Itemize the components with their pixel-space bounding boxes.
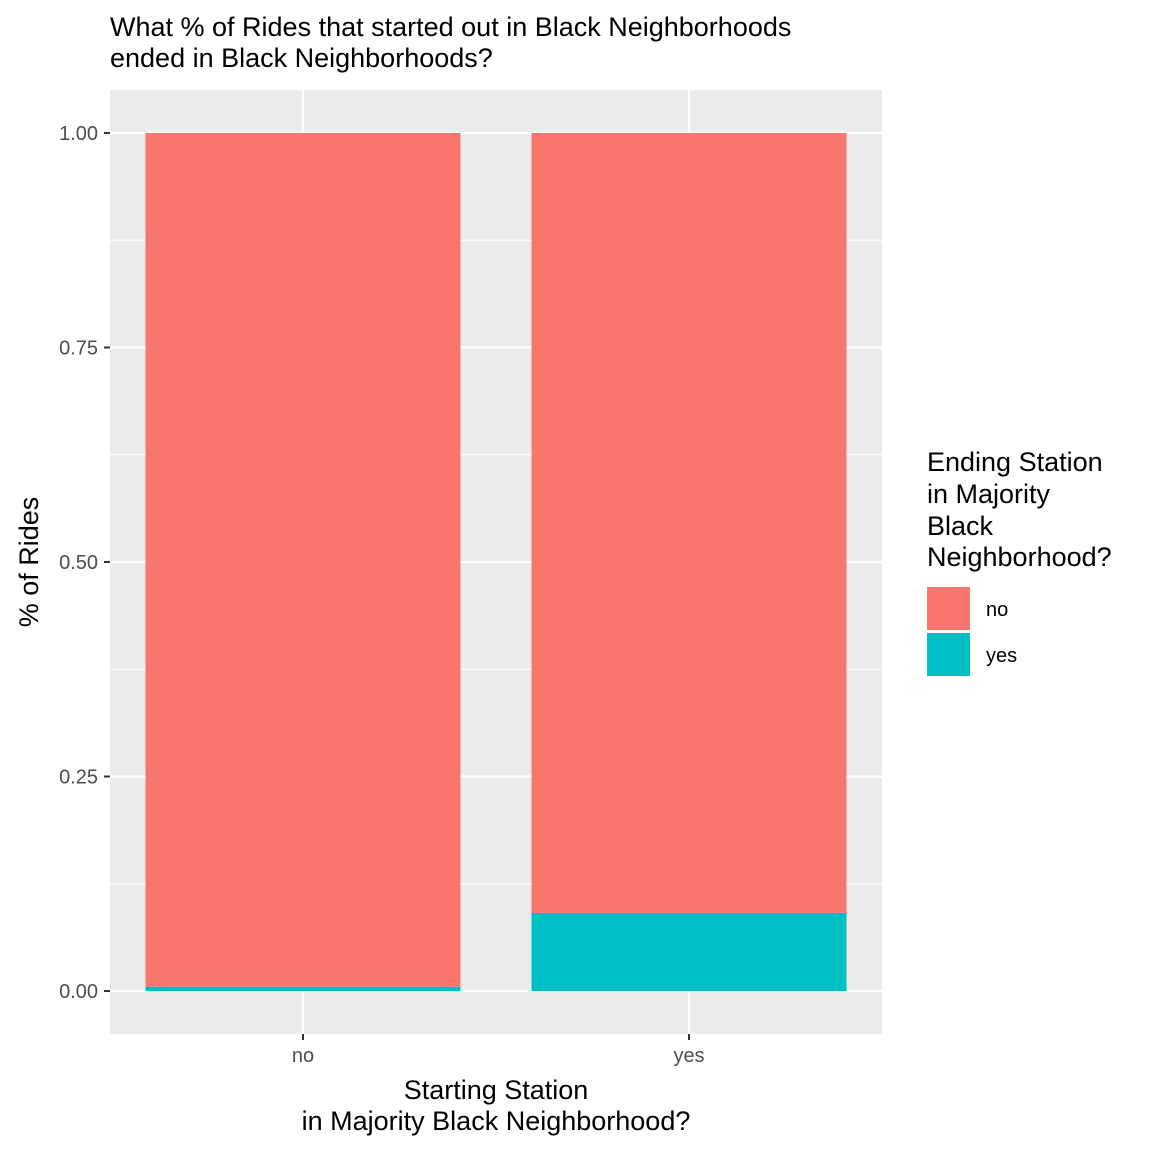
y-tick-label: 0.25 xyxy=(59,767,98,789)
y-tick-label: 1.00 xyxy=(59,123,98,145)
x-axis-title-line-1: Starting Station xyxy=(404,1075,589,1105)
bars xyxy=(145,133,847,991)
legend-key-no xyxy=(927,587,970,630)
bar-yes-no xyxy=(531,133,847,913)
legend-title-line-3: Black xyxy=(927,511,994,541)
x-axis-title-line-2: in Majority Black Neighborhood? xyxy=(302,1106,691,1136)
y-axis: 0.00 0.25 0.50 0.75 1.00 xyxy=(59,123,110,1003)
chart-title-line-2: ended in Black Neighborhoods? xyxy=(110,43,493,73)
chart-title-line-1: What % of Rides that started out in Blac… xyxy=(110,12,791,42)
legend-title-line-2: in Majority xyxy=(927,479,1051,509)
y-tick-label: 0.50 xyxy=(59,552,98,574)
bar-yes-yes xyxy=(531,912,847,991)
x-tick-label: yes xyxy=(673,1045,704,1067)
x-tick-label: no xyxy=(292,1045,314,1067)
legend-title-line-4: Neighborhood? xyxy=(927,542,1112,572)
legend-key-yes xyxy=(927,633,970,676)
bar-no-no xyxy=(145,133,461,987)
y-tick-label: 0.00 xyxy=(59,981,98,1003)
x-axis: no yes xyxy=(292,1034,705,1067)
bar-no-yes xyxy=(145,986,461,991)
legend-title-line-1: Ending Station xyxy=(927,447,1103,477)
legend: Ending Station in Majority Black Neighbo… xyxy=(927,447,1112,676)
y-axis-title: % of Rides xyxy=(14,497,44,628)
legend-label-yes: yes xyxy=(986,645,1017,667)
y-tick-label: 0.75 xyxy=(59,338,98,360)
legend-label-no: no xyxy=(986,599,1008,621)
